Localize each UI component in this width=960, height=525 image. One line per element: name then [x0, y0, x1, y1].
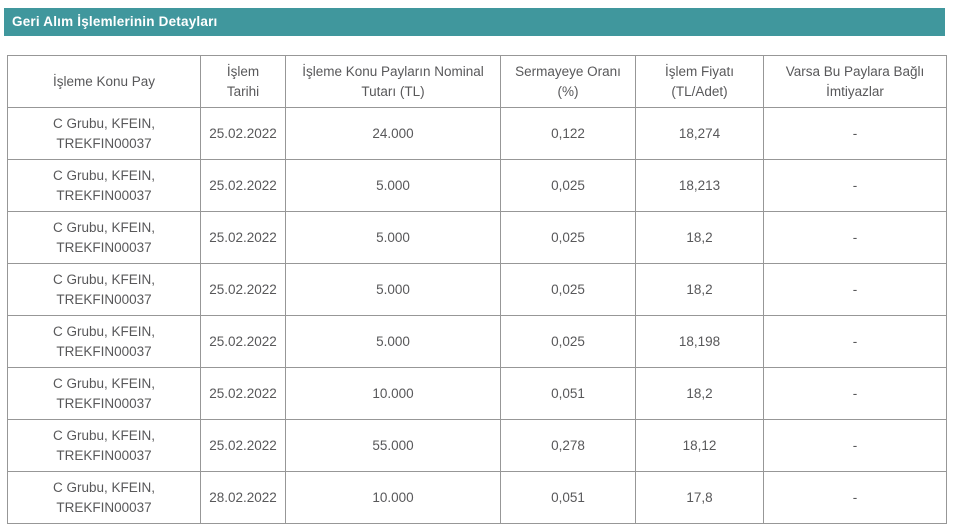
cell-nominal-amount: 10.000	[285, 471, 501, 524]
cell-transaction-price: 18,198	[635, 315, 764, 368]
header-row: İşleme Konu Pay İşlem Tarihi İşleme Konu…	[7, 55, 947, 108]
cell-transaction-date: 25.02.2022	[200, 107, 286, 160]
cell-transaction-price: 17,8	[635, 471, 764, 524]
cell-privileges: -	[763, 263, 947, 316]
table-row: C Grubu, KFEIN, TREKFIN00037 25.02.2022 5.…	[7, 211, 947, 264]
cell-capital-ratio: 0,051	[500, 367, 636, 420]
section-title: Geri Alım İşlemlerinin Detayları	[12, 14, 218, 29]
cell-nominal-amount: 10.000	[285, 367, 501, 420]
cell-transaction-price: 18,2	[635, 367, 764, 420]
cell-nominal-amount: 5.000	[285, 315, 501, 368]
cell-subject-share: C Grubu, KFEIN, TREKFIN00037	[7, 367, 201, 420]
table-row: C Grubu, KFEIN, TREKFIN00037 25.02.2022 10…	[7, 367, 947, 420]
cell-capital-ratio: 0,122	[500, 107, 636, 160]
cell-transaction-date: 25.02.2022	[200, 263, 286, 316]
cell-transaction-price: 18,274	[635, 107, 764, 160]
section-title-bar: Geri Alım İşlemlerinin Detayları	[4, 8, 945, 36]
column-header-transaction-price: İşlem Fiyatı (TL/Adet)	[635, 55, 764, 108]
cell-capital-ratio: 0,025	[500, 159, 636, 212]
cell-subject-share: C Grubu, KFEIN, TREKFIN00037	[7, 315, 201, 368]
cell-transaction-price: 18,2	[635, 263, 764, 316]
cell-transaction-date: 25.02.2022	[200, 315, 286, 368]
cell-subject-share: C Grubu, KFEIN, TREKFIN00037	[7, 159, 201, 212]
table-body: C Grubu, KFEIN, TREKFIN00037 25.02.2022 24…	[7, 107, 947, 524]
cell-privileges: -	[763, 107, 947, 160]
cell-transaction-date: 25.02.2022	[200, 211, 286, 264]
buyback-details-table-container: İşleme Konu Pay İşlem Tarihi İşleme Konu…	[7, 55, 947, 524]
cell-capital-ratio: 0,025	[500, 263, 636, 316]
table-row: C Grubu, KFEIN, TREKFIN00037 25.02.2022 5.…	[7, 315, 947, 368]
cell-capital-ratio: 0,278	[500, 419, 636, 472]
cell-subject-share: C Grubu, KFEIN, TREKFIN00037	[7, 263, 201, 316]
cell-subject-share: C Grubu, KFEIN, TREKFIN00037	[7, 419, 201, 472]
table-row: C Grubu, KFEIN, TREKFIN00037 25.02.2022 24…	[7, 107, 947, 160]
cell-transaction-price: 18,213	[635, 159, 764, 212]
cell-privileges: -	[763, 211, 947, 264]
cell-capital-ratio: 0,051	[500, 471, 636, 524]
cell-transaction-date: 25.02.2022	[200, 367, 286, 420]
table-row: C Grubu, KFEIN, TREKFIN00037 25.02.2022 5.…	[7, 159, 947, 212]
cell-transaction-date: 28.02.2022	[200, 471, 286, 524]
cell-transaction-date: 25.02.2022	[200, 419, 286, 472]
cell-nominal-amount: 5.000	[285, 263, 501, 316]
cell-nominal-amount: 55.000	[285, 419, 501, 472]
cell-privileges: -	[763, 315, 947, 368]
cell-transaction-price: 18,2	[635, 211, 764, 264]
cell-capital-ratio: 0,025	[500, 211, 636, 264]
cell-privileges: -	[763, 159, 947, 212]
buyback-details-table: İşleme Konu Pay İşlem Tarihi İşleme Konu…	[7, 55, 947, 524]
table-row: C Grubu, KFEIN, TREKFIN00037 25.02.2022 55…	[7, 419, 947, 472]
cell-privileges: -	[763, 367, 947, 420]
column-header-transaction-date: İşlem Tarihi	[200, 55, 286, 108]
table-row: C Grubu, KFEIN, TREKFIN00037 28.02.2022 10…	[7, 471, 947, 524]
cell-nominal-amount: 5.000	[285, 211, 501, 264]
cell-transaction-price: 18,12	[635, 419, 764, 472]
cell-subject-share: C Grubu, KFEIN, TREKFIN00037	[7, 211, 201, 264]
cell-subject-share: C Grubu, KFEIN, TREKFIN00037	[7, 471, 201, 524]
cell-privileges: -	[763, 471, 947, 524]
cell-transaction-date: 25.02.2022	[200, 159, 286, 212]
column-header-privileges: Varsa Bu Paylara Bağlı İmtiyazlar	[763, 55, 947, 108]
table-row: C Grubu, KFEIN, TREKFIN00037 25.02.2022 5.…	[7, 263, 947, 316]
column-header-nominal-amount: İşleme Konu Payların Nominal Tutarı (TL)	[285, 55, 501, 108]
column-header-subject-share: İşleme Konu Pay	[7, 55, 201, 108]
table-header: İşleme Konu Pay İşlem Tarihi İşleme Konu…	[7, 55, 947, 108]
cell-nominal-amount: 5.000	[285, 159, 501, 212]
cell-capital-ratio: 0,025	[500, 315, 636, 368]
cell-privileges: -	[763, 419, 947, 472]
column-header-capital-ratio: Sermayeye Oranı (%)	[500, 55, 636, 108]
cell-nominal-amount: 24.000	[285, 107, 501, 160]
cell-subject-share: C Grubu, KFEIN, TREKFIN00037	[7, 107, 201, 160]
